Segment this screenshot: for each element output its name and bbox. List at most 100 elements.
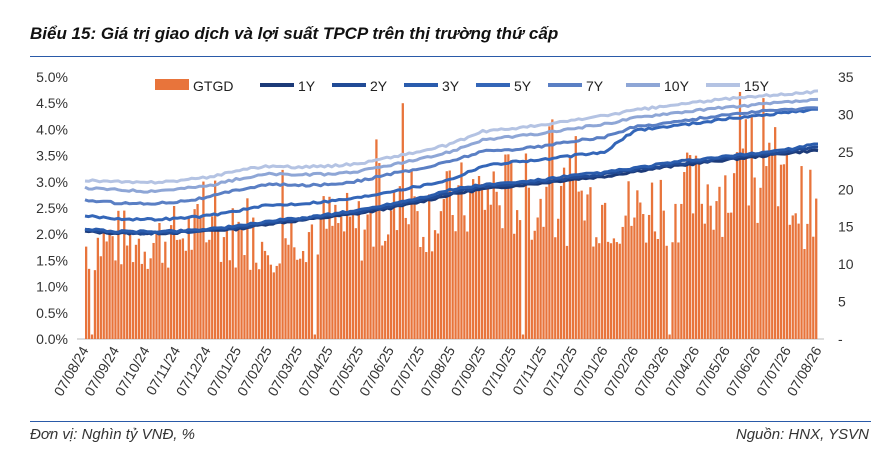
y-left-tick-label: 1.5% [36, 252, 68, 268]
gtgd-bar [363, 229, 366, 339]
gtgd-bar [296, 259, 299, 339]
y-left-tick-label: 0.0% [36, 331, 68, 347]
y-right-tick-label: 35 [838, 69, 854, 85]
gtgd-bar [771, 150, 774, 339]
gtgd-bar [586, 194, 589, 339]
gtgd-bar [691, 213, 695, 339]
gtgd-bar [609, 243, 613, 339]
gtgd-bar [562, 167, 566, 339]
gtgd-bar [193, 209, 196, 339]
gtgd-bar [495, 191, 498, 339]
gtgd-bar [375, 139, 378, 339]
y-left-tick-label: 2.0% [36, 226, 68, 242]
gtgd-bar [674, 203, 677, 339]
gtgd-bar [768, 142, 771, 339]
gtgd-bar [504, 154, 507, 339]
gtgd-bar [413, 196, 416, 339]
gtgd-bar [554, 237, 557, 339]
gtgd-bar [155, 233, 158, 339]
gtgd-bar [601, 204, 604, 339]
gtgd-bar [178, 239, 182, 339]
y-right-tick-label: 5 [838, 294, 846, 310]
gtgd-bar [149, 258, 152, 339]
series-line-3Y [84, 142, 818, 234]
gtgd-bar [697, 158, 701, 339]
gtgd-bar [788, 224, 791, 339]
gtgd-bar [175, 239, 179, 339]
legend-label: 10Y [664, 78, 690, 94]
gtgd-bar [809, 169, 812, 339]
gtgd-bar [161, 262, 164, 339]
gtgd-bar [436, 233, 440, 339]
gtgd-bar [665, 245, 668, 339]
gtgd-bar [111, 236, 114, 339]
gtgd-bar [791, 215, 794, 339]
gtgd-bar [730, 212, 733, 339]
gtgd-bar [571, 178, 574, 339]
gtgd-bar [134, 244, 138, 339]
gtgd-bar [348, 216, 352, 339]
gtgd-bar [425, 252, 428, 339]
legend-label: 3Y [442, 78, 460, 94]
gtgd-bar [172, 206, 176, 339]
gtgd-bar [219, 261, 223, 339]
gtgd-bar [96, 237, 100, 339]
gtgd-bar [677, 242, 680, 339]
gtgd-bar [114, 260, 117, 339]
gtgd-bar [257, 269, 261, 339]
gtgd-bar [430, 251, 434, 339]
gtgd-bar [407, 224, 410, 339]
gtgd-bar [645, 242, 648, 339]
y-left-tick-label: 4.5% [36, 95, 68, 111]
gtgd-bar [583, 220, 586, 339]
gtgd-bar [656, 238, 660, 339]
gtgd-bar [744, 119, 747, 340]
gtgd-bar [216, 227, 220, 339]
gtgd-bar [507, 154, 510, 339]
gtgd-bar [237, 221, 240, 339]
gtgd-bar [272, 272, 275, 339]
gtgd-bar [225, 228, 229, 339]
gtgd-bar [128, 229, 132, 339]
gtgd-bar [501, 228, 504, 339]
gtgd-bar [750, 115, 753, 339]
gtgd-bar [117, 210, 120, 339]
gtgd-bar [123, 210, 126, 339]
gtgd-bar [260, 241, 264, 339]
gtgd-bar [87, 268, 91, 339]
gtgd-bar [319, 214, 322, 339]
gtgd-bar [636, 190, 639, 339]
gtgd-bar [410, 169, 413, 339]
bottom-rule [30, 421, 871, 422]
gtgd-bar [724, 175, 727, 339]
gtgd-bar [732, 173, 736, 339]
y-left-tick-label: 2.5% [36, 200, 68, 216]
gtgd-bar [612, 238, 616, 339]
gtgd-bar [325, 228, 328, 339]
gtgd-bar [627, 181, 630, 339]
gtgd-bar [800, 166, 803, 339]
gtgd-bar [105, 241, 108, 339]
gtgd-bar [316, 254, 319, 339]
series-line-10Y [84, 97, 819, 194]
gtgd-bar [694, 155, 698, 339]
gtgd-bar [231, 208, 234, 339]
gtgd-bar [184, 250, 187, 339]
gtgd-bar [337, 223, 340, 339]
gtgd-bar [474, 188, 478, 339]
gtgd-bar [630, 225, 633, 339]
gtgd-bar [615, 242, 618, 339]
gtgd-bar [680, 203, 683, 339]
gtgd-bar [299, 258, 302, 339]
gtgd-bar [574, 136, 577, 339]
gtgd-bar [759, 187, 762, 339]
gtgd-bar [275, 265, 278, 339]
gtgd-bar [451, 215, 454, 339]
gtgd-bar [448, 170, 451, 339]
y-left-tick-label: 3.0% [36, 174, 68, 190]
gtgd-bar [492, 171, 495, 339]
gtgd-bar [498, 205, 501, 339]
gtgd-bar [93, 270, 97, 339]
gtgd-bar [398, 186, 402, 339]
gtgd-bar [518, 220, 522, 339]
